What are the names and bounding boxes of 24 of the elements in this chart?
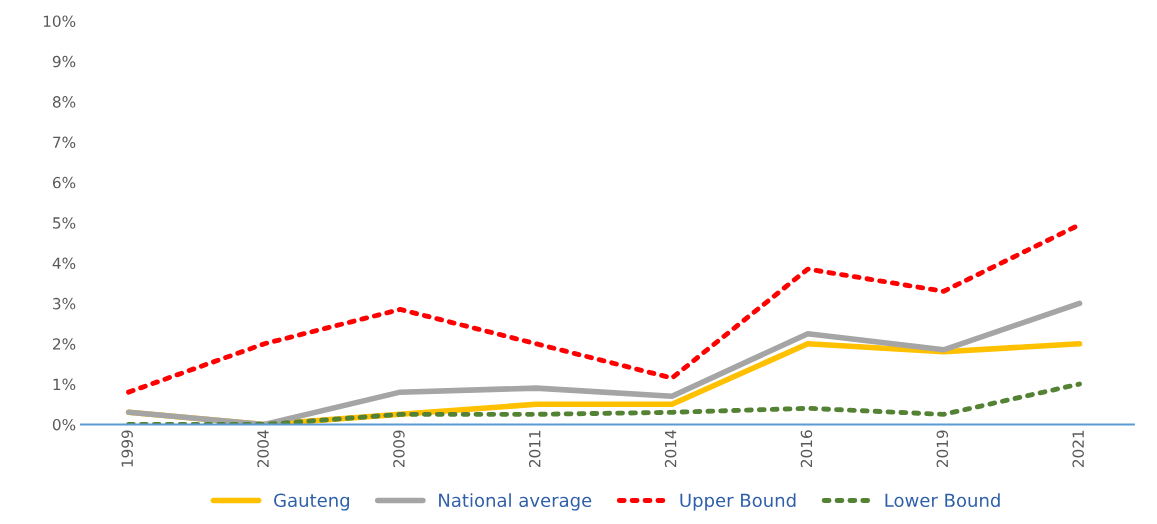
x-tick-label: 2004: [257, 430, 269, 468]
x-tick-label: 2011: [528, 430, 541, 468]
x-tick-label: 2016: [800, 430, 813, 468]
legend-label: Lower Bound: [885, 493, 1000, 508]
x-tick-label: 2021: [1072, 430, 1084, 468]
y-tick-label: 1%: [53, 378, 76, 391]
x-tick-label: 2014: [664, 430, 677, 468]
line-series: [126, 381, 1082, 425]
x-tick-label: 2019: [936, 430, 949, 468]
legend-label: Upper Bound: [680, 493, 796, 511]
y-tick-label: 9%: [52, 55, 76, 68]
y-tick-label: 2%: [53, 338, 76, 350]
y-tick-label: 8%: [52, 96, 76, 108]
legend-label: National average: [439, 493, 592, 511]
y-tick-label: 4%: [52, 257, 76, 270]
y-tick-label: 5%: [53, 217, 76, 229]
y-tick-label: 6%: [52, 176, 76, 189]
x-tick-label: 1999: [121, 430, 133, 467]
y-tick-label: 10%: [43, 15, 76, 27]
y-tick-label: 7%: [53, 136, 76, 149]
x-tick-label: 2009: [393, 430, 405, 468]
legend-label: Gauteng: [274, 493, 350, 511]
y-tick-label: 3%: [53, 297, 76, 310]
y-tick-label: 0%: [52, 418, 76, 431]
